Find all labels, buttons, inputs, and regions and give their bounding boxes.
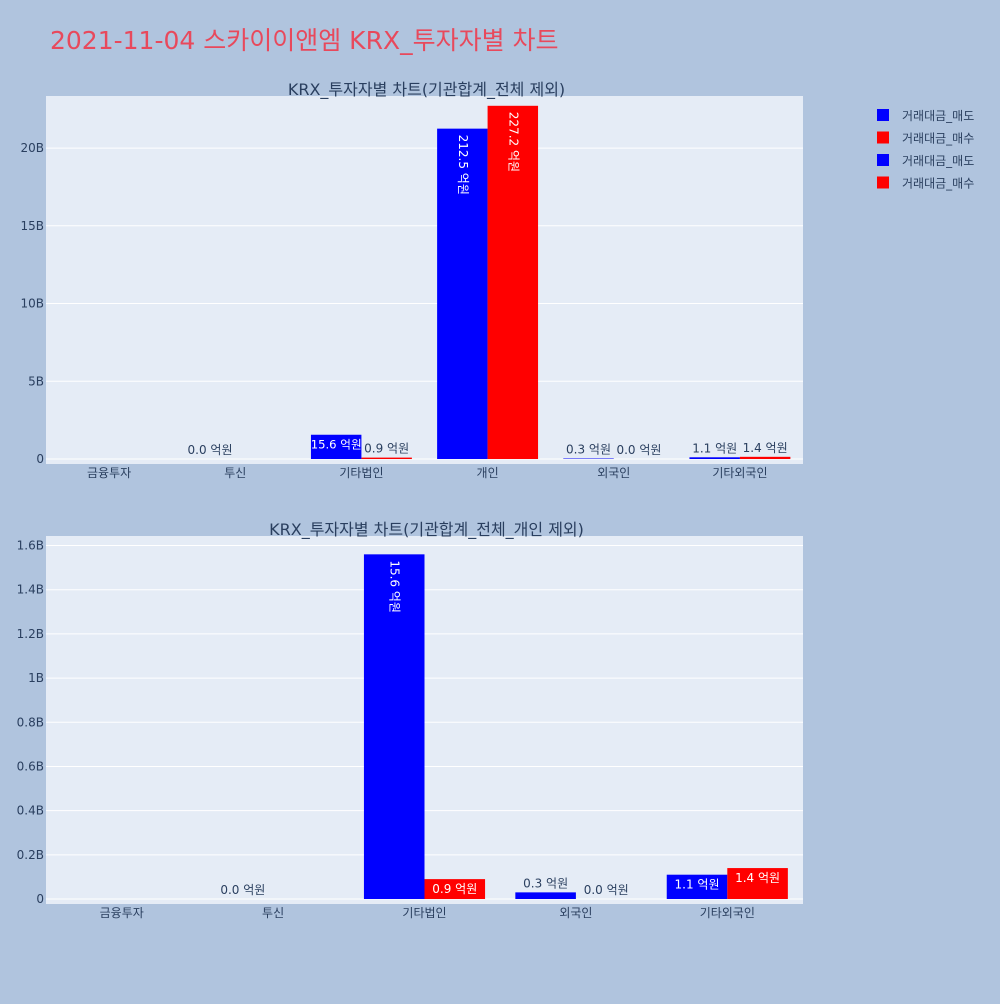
- chart-2: 0 0.2B 0.4B 0.6B 0.8B 1B 1.2B 1.4B 1.6B KRX_투자자별 …: [17, 520, 803, 920]
- data-label: 1.1 억원: [675, 878, 720, 892]
- data-label: 0.0 억원: [188, 443, 233, 457]
- y-tick-label: 1.6B: [17, 539, 44, 553]
- x-tick-label: 기타법인: [402, 906, 446, 920]
- data-label: 0.0 억원: [220, 883, 265, 897]
- y-tick-label: 5B: [28, 374, 44, 388]
- bar[interactable]: [515, 892, 576, 899]
- chart-title: KRX_투자자별 차트(기관합계_전체 제외): [288, 80, 565, 100]
- data-label: 212.5 억원: [456, 135, 470, 195]
- legend-label: 거래대금_매수: [902, 132, 974, 146]
- x-tick-label: 금융투자: [100, 906, 144, 920]
- data-label: 1.1 억원: [692, 441, 737, 455]
- y-tick-label: 20B: [20, 141, 44, 155]
- legend-item[interactable]: 거래대금_매도: [877, 109, 974, 123]
- data-label: 0.0 억원: [584, 883, 629, 897]
- y-tick-label: 15B: [20, 219, 44, 233]
- legend-item[interactable]: 거래대금_매수: [877, 177, 974, 191]
- y-tick-label: 0: [36, 452, 44, 466]
- y-tick-label: 1.4B: [17, 583, 44, 597]
- x-tick-label: 금융투자: [87, 466, 131, 480]
- x-tick-label: 외국인: [597, 466, 630, 480]
- legend-label: 거래대금_매수: [902, 177, 974, 191]
- y-tick-label: 0.6B: [17, 759, 44, 773]
- y-tick-label: 1B: [28, 671, 44, 685]
- legend-swatch: [877, 177, 889, 189]
- data-label: 1.4 억원: [735, 871, 780, 885]
- y-tick-label: 0.4B: [17, 804, 44, 818]
- data-label: 0.9 억원: [432, 882, 477, 896]
- data-label: 15.6 억원: [311, 437, 362, 451]
- y-tick-label: 10B: [20, 297, 44, 311]
- x-tick-label: 투신: [224, 466, 246, 480]
- legend-swatch: [877, 109, 889, 121]
- plot-area: [46, 96, 803, 464]
- legend-item[interactable]: 거래대금_매도: [877, 154, 974, 168]
- chart-1: 0 5B 10B 15B 20B KRX_투자자별 차트(기관합계_전체 제외) 금융투자 투…: [20, 80, 803, 480]
- data-label: 0.9 억원: [364, 442, 409, 456]
- x-tick-label: 기타외국인: [712, 466, 767, 480]
- x-tick-label: 외국인: [559, 906, 592, 920]
- data-label: 227.2 억원: [506, 112, 520, 172]
- data-label: 15.6 억원: [388, 560, 402, 613]
- data-label: 0.0 억원: [616, 443, 661, 457]
- y-tick-label: 0.2B: [17, 848, 44, 862]
- legend-swatch: [877, 154, 889, 166]
- y-tick-label: 0.8B: [17, 715, 44, 729]
- data-label: 0.3 억원: [566, 443, 611, 457]
- x-tick-label: 기타법인: [339, 466, 383, 480]
- data-label: 0.3 억원: [523, 876, 568, 890]
- page-title: 2021-11-04 스카이이앤엠 KRX_투자자별 차트: [50, 26, 559, 55]
- x-tick-label: 개인: [477, 466, 499, 480]
- legend-swatch: [877, 132, 889, 144]
- data-label: 1.4 억원: [743, 441, 788, 455]
- bar[interactable]: [361, 458, 411, 459]
- bar[interactable]: [689, 457, 739, 459]
- legend-item[interactable]: 거래대금_매수: [877, 132, 974, 146]
- legend-label: 거래대금_매도: [902, 154, 974, 168]
- x-tick-label: 투신: [262, 906, 284, 920]
- y-tick-label: 0: [36, 892, 44, 906]
- x-tick-label: 기타외국인: [700, 906, 755, 920]
- y-tick-label: 1.2B: [17, 627, 44, 641]
- chart-title: KRX_투자자별 차트(기관합계_전체_개인 제외): [269, 520, 584, 540]
- legend-label: 거래대금_매도: [902, 109, 974, 123]
- bar[interactable]: [740, 457, 790, 459]
